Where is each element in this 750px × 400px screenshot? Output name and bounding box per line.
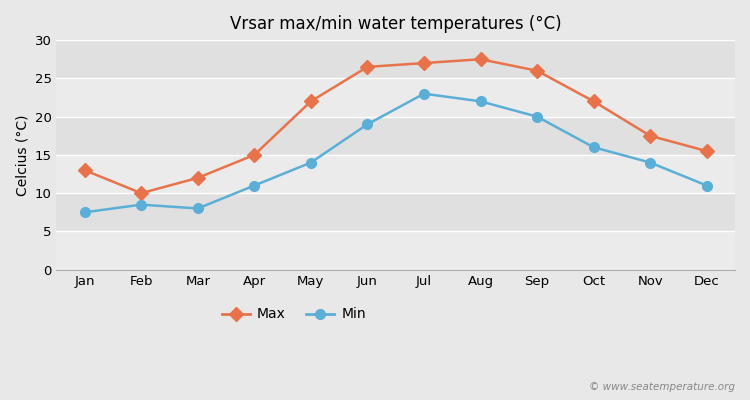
Bar (56, 40, 735, 78)
Bar (56, 117, 735, 155)
Bar (56, 78, 735, 117)
Title: Vrsar max/min water temperatures (°C): Vrsar max/min water temperatures (°C) (230, 15, 562, 33)
Bar (56, 155, 735, 193)
Bar (56, 193, 735, 232)
Text: © www.seatemperature.org: © www.seatemperature.org (589, 382, 735, 392)
Y-axis label: Celcius (°C): Celcius (°C) (15, 114, 29, 196)
Bar (56, 232, 735, 270)
Legend: Max, Min: Max, Min (217, 302, 371, 327)
